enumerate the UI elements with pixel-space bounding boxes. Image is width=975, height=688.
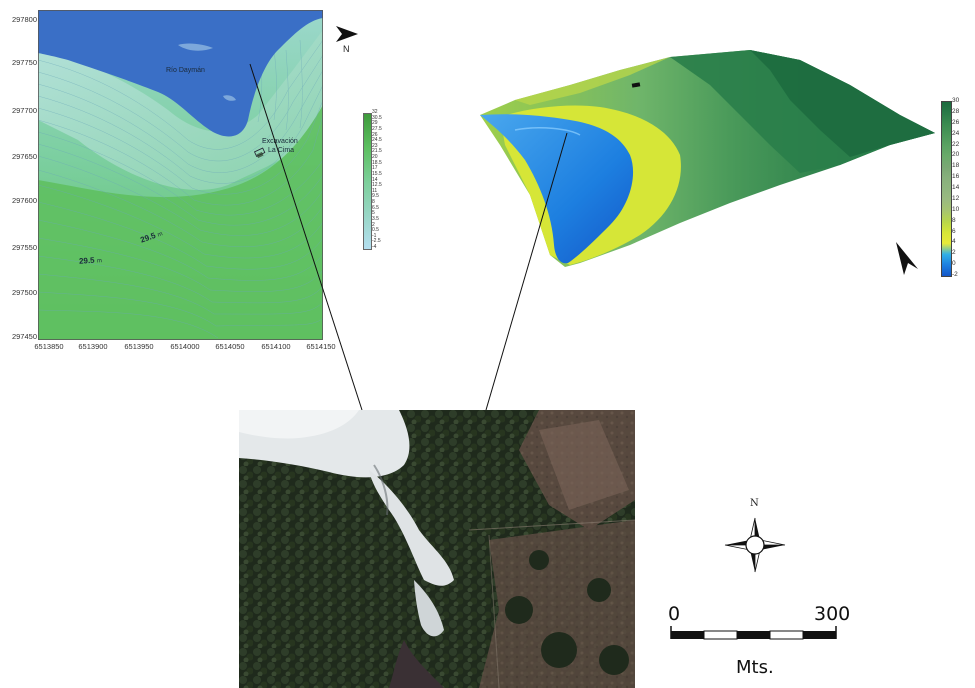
contour-legend-label: 15.5	[372, 170, 382, 177]
surface-legend-label: 10	[952, 205, 960, 213]
contour-legend-label: 12.5	[372, 182, 382, 189]
x-tick: 6513950	[124, 342, 154, 351]
y-tick: 297750	[11, 58, 37, 67]
elevation-value: 29.5	[78, 255, 95, 266]
north-arrow-icon	[336, 26, 358, 42]
x-tick: 6514150	[306, 342, 336, 351]
contour-legend-label: 6.5	[372, 204, 379, 211]
x-tick: 6514100	[261, 342, 291, 351]
y-tick: 297450	[11, 332, 37, 341]
scale-unit-label: Mts.	[736, 657, 774, 678]
surface-legend-label: 8	[952, 216, 956, 224]
surface-legend-label: 30	[952, 97, 960, 104]
surface-legend-label: 18	[952, 162, 960, 170]
site-label-line-2: La Cima	[268, 147, 295, 154]
surface-legend-bar	[941, 101, 952, 277]
contour-legend-label: 24.5	[372, 137, 382, 144]
surface-legend-label: 28	[952, 107, 960, 115]
y-tick: 297500	[11, 288, 37, 297]
contour-legend-label: -2.5	[372, 238, 381, 245]
north-arrow-3d-icon	[896, 242, 918, 275]
surface-legend-label: -2	[952, 271, 958, 278]
contour-legend-label: 0.5	[372, 227, 379, 234]
contour-legend-label: 17	[372, 165, 378, 172]
x-tick: 6514050	[215, 342, 245, 351]
y-tick: 297550	[11, 243, 37, 252]
y-tick: 297600	[11, 196, 37, 205]
scale-start-label: 0	[668, 603, 681, 625]
surface-legend: 30 28 26 24 22 20 18 16 14 12 10 8 6 4 2 0 -2	[941, 97, 975, 278]
contour-legend-label: 11	[372, 187, 378, 194]
satellite-image	[239, 410, 635, 688]
compass-rose-icon	[724, 517, 786, 573]
x-tick: 6514000	[170, 342, 200, 351]
surface-legend-label: 16	[952, 173, 960, 181]
river-shape	[38, 10, 323, 137]
contour-legend: 32 30.5 29 27.5 26 24.5 23 21.5 20 18.5 17 15.5 14 12…	[363, 109, 403, 250]
surface-legend-label: 24	[952, 129, 960, 137]
y-axis: 297800 297750 297700 297650 297600 29755…	[0, 0, 37, 345]
scale-end-label: 300	[814, 603, 851, 625]
x-axis: 6513850 6513900 6513950 6514000 6514050 …	[0, 340, 440, 360]
site-label-line-1: Excavación	[262, 138, 298, 145]
contour-legend-label: 26	[372, 131, 378, 138]
contour-legend-label: 27.5	[372, 125, 382, 132]
surface-legend-label: 20	[952, 151, 960, 159]
river-label: Río Daymán	[166, 67, 205, 74]
north-label: N	[343, 44, 350, 54]
y-tick: 297800	[11, 15, 37, 24]
surface-legend-label: 14	[952, 184, 960, 191]
surface-legend-label: 4	[952, 238, 956, 246]
contour-legend-label: 5	[372, 210, 375, 217]
contour-legend-label: 32	[372, 109, 378, 115]
contour-legend-label: 18.5	[372, 159, 382, 166]
compass-north-label: N	[750, 498, 759, 509]
x-tick: 6513900	[78, 342, 108, 351]
contour-legend-label: -1	[372, 232, 377, 239]
contour-map-panel: 297800 297750 297700 297650 297600 29755…	[0, 0, 440, 360]
contour-legend-label: 30.5	[372, 114, 382, 121]
surface-3d-view	[480, 50, 935, 275]
contour-legend-label: 8	[372, 199, 375, 205]
contour-legend-label: 21.5	[372, 148, 382, 155]
site-marker-3d	[631, 82, 641, 88]
contour-legend-label: 20	[372, 154, 378, 160]
elevation-label: 29.5 m	[79, 255, 102, 266]
contour-legend-label: 14	[372, 176, 378, 183]
surface-legend-label: 22	[952, 140, 960, 148]
contour-legend-label: 29	[372, 120, 378, 127]
scale-bar	[670, 626, 837, 640]
x-tick: 6513850	[34, 342, 64, 351]
y-tick: 297650	[11, 152, 37, 161]
contour-legend-label: 9.5	[372, 193, 379, 200]
contour-legend-bar	[363, 113, 372, 250]
contour-legend-label: -4	[372, 244, 377, 250]
surface-legend-label: 26	[952, 118, 960, 126]
elevation-unit: m	[96, 258, 103, 265]
surface-legend-label: 2	[952, 249, 956, 257]
surface-legend-label: 0	[952, 260, 956, 268]
surface-legend-label: 12	[952, 194, 960, 202]
y-tick: 297700	[11, 106, 37, 115]
contour-legend-label: 2	[372, 221, 375, 228]
site-label: Excavación La Cima	[262, 137, 298, 155]
surface-legend-label: 6	[952, 227, 956, 235]
contour-map-plot	[38, 10, 323, 340]
contour-legend-label: 3.5	[372, 215, 379, 222]
contour-legend-label: 23	[372, 142, 378, 149]
